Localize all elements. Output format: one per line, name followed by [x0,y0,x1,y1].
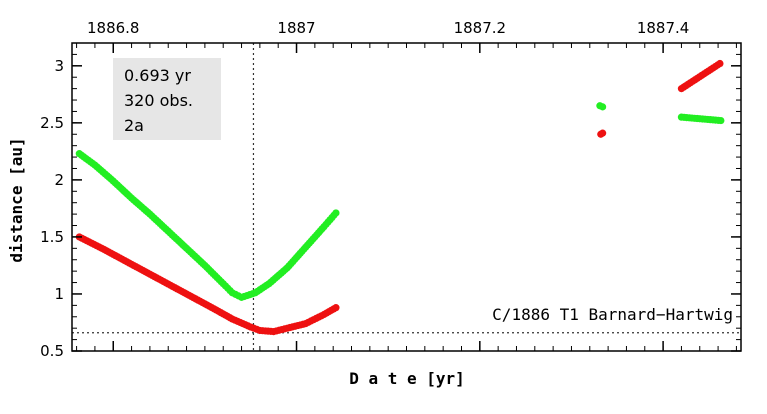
series-green [75,102,725,301]
x-tick-label: 1886.8 [87,19,140,37]
y-tick-label: 1 [54,285,64,303]
data-points [75,59,725,336]
info-line-obs: 320 obs. [124,91,193,110]
y-tick-label: 3 [54,57,64,75]
y-tick-label: 1.5 [40,228,64,246]
x-tick-label: 1887 [277,19,315,37]
axes: 1886.8 1887 1887.2 1887.4 0.5 1 1.5 2 2.5 3 [40,19,742,360]
y-axis-title: distance [au] [7,137,26,262]
info-line-model: 2a [124,116,144,135]
x-tick-label: 1887.4 [637,19,690,37]
data-point [599,103,607,111]
data-point [332,304,340,312]
object-label: C/1886 T1 Barnard−Hartwig [492,305,733,324]
series-red [75,59,724,336]
data-point [717,116,725,125]
info-box-background [113,58,221,140]
data-point [599,129,607,137]
y-tick-label: 2 [54,171,64,189]
info-box: 0.693 yr 320 obs. 2a [113,58,221,140]
x-tick-label: 1887.2 [454,19,507,37]
data-point [332,209,340,217]
data-point [716,59,724,68]
x-axis-title: D a t e [yr] [349,369,465,388]
info-line-arc: 0.693 yr [124,66,191,85]
y-tick-label: 2.5 [40,114,64,132]
reference-lines [72,43,741,351]
y-tick-label: 0.5 [40,342,64,360]
